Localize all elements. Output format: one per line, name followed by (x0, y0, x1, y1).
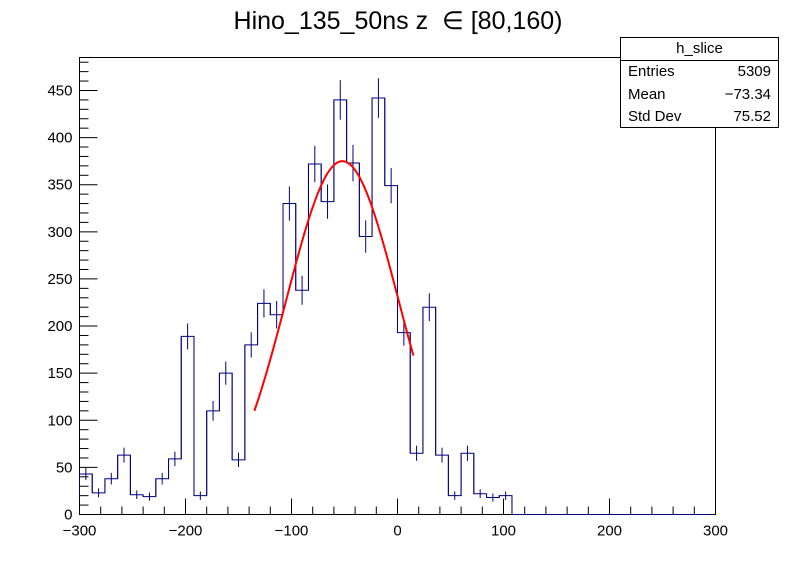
stats-label: Entries (628, 63, 675, 80)
stats-value: 5309 (737, 63, 771, 80)
x-tick-label: 100 (491, 523, 516, 540)
y-tick-label: 100 (47, 412, 72, 429)
stats-label: Mean (628, 85, 666, 103)
stats-box: h_slice Entries 5309 Mean −73.34 Std Dev… (620, 37, 779, 128)
y-tick-label: 150 (47, 365, 72, 382)
fit-curve (253, 160, 415, 412)
x-tick-label: −300 (63, 523, 97, 540)
y-tick-label: 400 (47, 130, 72, 147)
y-tick-label: 200 (47, 318, 72, 335)
x-tick-label: −200 (169, 523, 203, 540)
stats-name: h_slice (621, 38, 778, 61)
chart-title: Hino_135_50ns z ∈ [80,160) (233, 7, 563, 35)
stats-row-entries: Entries 5309 (621, 61, 778, 84)
stats-value: 75.52 (733, 108, 771, 126)
y-tick-label: 350 (47, 177, 72, 194)
stats-value: −73.34 (724, 85, 771, 103)
stats-row-stddev: Std Dev 75.52 (621, 106, 778, 129)
y-tick-label: 300 (47, 224, 72, 241)
y-tick-label: 0 (64, 507, 72, 524)
stats-label: Std Dev (628, 108, 682, 126)
stats-row-mean: Mean −73.34 (621, 84, 778, 107)
x-tick-label: −100 (275, 523, 309, 540)
y-tick-label: 450 (47, 82, 72, 99)
y-tick-label: 50 (56, 459, 73, 476)
x-tick-label: 300 (703, 523, 728, 540)
x-tick-label: 0 (393, 523, 401, 540)
y-tick-label: 250 (47, 271, 72, 288)
x-tick-label: 200 (597, 523, 622, 540)
